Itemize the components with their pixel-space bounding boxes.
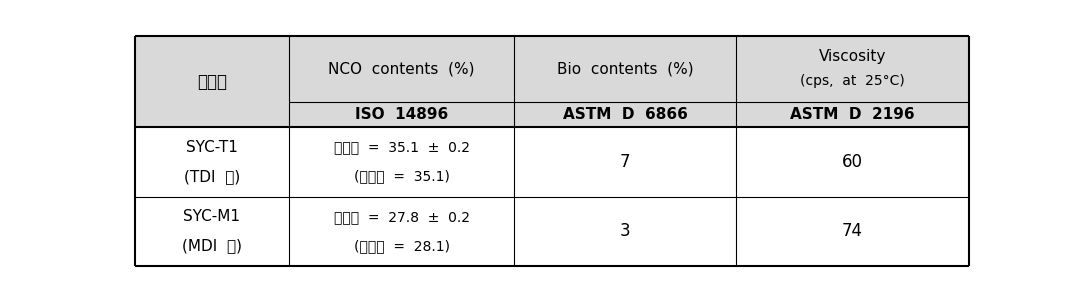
Bar (135, 127, 289, 197)
Bar (515, 127, 736, 197)
Text: Bio  contents  (%): Bio contents (%) (557, 61, 694, 76)
Bar (736, 197, 969, 266)
Text: ASTM  D  2196: ASTM D 2196 (791, 107, 914, 122)
Text: (cps,  at  25°C): (cps, at 25°C) (800, 74, 905, 89)
Bar (515, 102, 736, 127)
Bar (289, 36, 515, 102)
Bar (736, 102, 969, 127)
Bar (289, 102, 515, 127)
Text: Viscosity: Viscosity (819, 49, 886, 64)
Text: 측정값  =  35.1  ±  0.2: 측정값 = 35.1 ± 0.2 (334, 141, 470, 155)
Text: 측정값  =  27.8  ±  0.2: 측정값 = 27.8 ± 0.2 (334, 210, 470, 224)
Text: (MDI  계): (MDI 계) (182, 239, 242, 254)
Text: (TDI  계): (TDI 계) (184, 169, 240, 184)
Text: SYC-T1: SYC-T1 (186, 140, 238, 155)
Bar (289, 127, 515, 197)
Text: NCO  contents  (%): NCO contents (%) (328, 61, 475, 76)
Text: 3: 3 (619, 222, 630, 240)
Text: (이론값  =  28.1): (이론값 = 28.1) (353, 239, 450, 253)
Bar (289, 197, 515, 266)
Text: 샘플명: 샘플명 (197, 73, 227, 91)
Text: ASTM  D  6866: ASTM D 6866 (562, 107, 687, 122)
Text: 74: 74 (842, 222, 863, 240)
Text: SYC-M1: SYC-M1 (183, 209, 240, 224)
Text: ISO  14896: ISO 14896 (355, 107, 448, 122)
Text: 60: 60 (842, 153, 863, 171)
Bar (736, 127, 969, 197)
Bar (515, 36, 736, 102)
Bar (736, 36, 969, 102)
Bar (515, 197, 736, 266)
Text: (이론값  =  35.1): (이론값 = 35.1) (353, 170, 450, 184)
Bar (135, 197, 289, 266)
Bar (135, 36, 289, 127)
Text: 7: 7 (619, 153, 630, 171)
